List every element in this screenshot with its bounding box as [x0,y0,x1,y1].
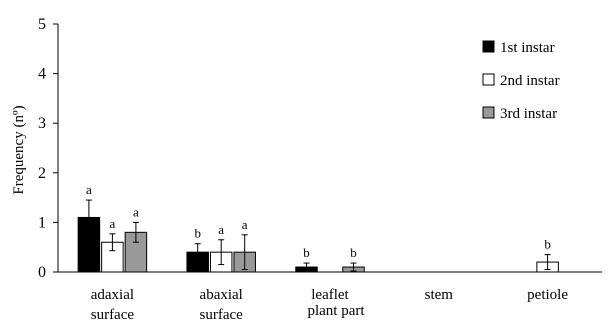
x-category-label: abaxial [200,287,243,303]
significance-letter: a [218,222,224,237]
y-axis-title: Frequency (nº) [11,105,27,194]
y-tick-label: 1 [38,214,46,231]
significance-letter: b [350,245,357,260]
error-bars [85,199,551,272]
bars [77,216,559,273]
significance-letter: b [194,226,201,241]
significance-letters: a a a b a a b b b [86,182,551,260]
legend: 1st instar 2nd instar 3rd instar [482,40,560,122]
legend-swatch [482,73,495,86]
significance-letter: b [544,237,551,252]
y-tick-label: 5 [38,16,46,33]
significance-letter: a [242,217,248,232]
x-category-label: stem [425,287,454,303]
y-tick-label: 4 [38,66,46,83]
significance-letter: a [133,204,139,219]
x-category-label: adaxial [91,287,134,303]
axes [57,24,602,273]
y-tick-label: 2 [38,165,46,182]
x-category-label: surface [91,307,135,323]
x-category-label: leaflet [311,287,349,303]
x-axis-labels: adaxial surface abaxial surface leaflet stem p… [91,287,569,323]
legend-label: 1st instar [500,40,555,56]
legend-label: 3rd instar [500,106,557,122]
legend-swatch [482,106,495,119]
significance-letter: a [110,216,116,231]
significance-letter: a [86,182,92,197]
y-tick-label: 0 [38,264,46,281]
x-category-label: petiole [527,287,568,303]
x-category-label: surface [200,307,244,323]
y-axis-ticks: 0 1 2 3 4 5 [38,16,58,281]
y-tick-label: 3 [38,115,46,132]
legend-swatch [482,40,495,53]
x-axis-title: plant part [307,303,365,319]
legend-label: 2nd instar [500,73,560,89]
significance-letter: b [303,245,310,260]
